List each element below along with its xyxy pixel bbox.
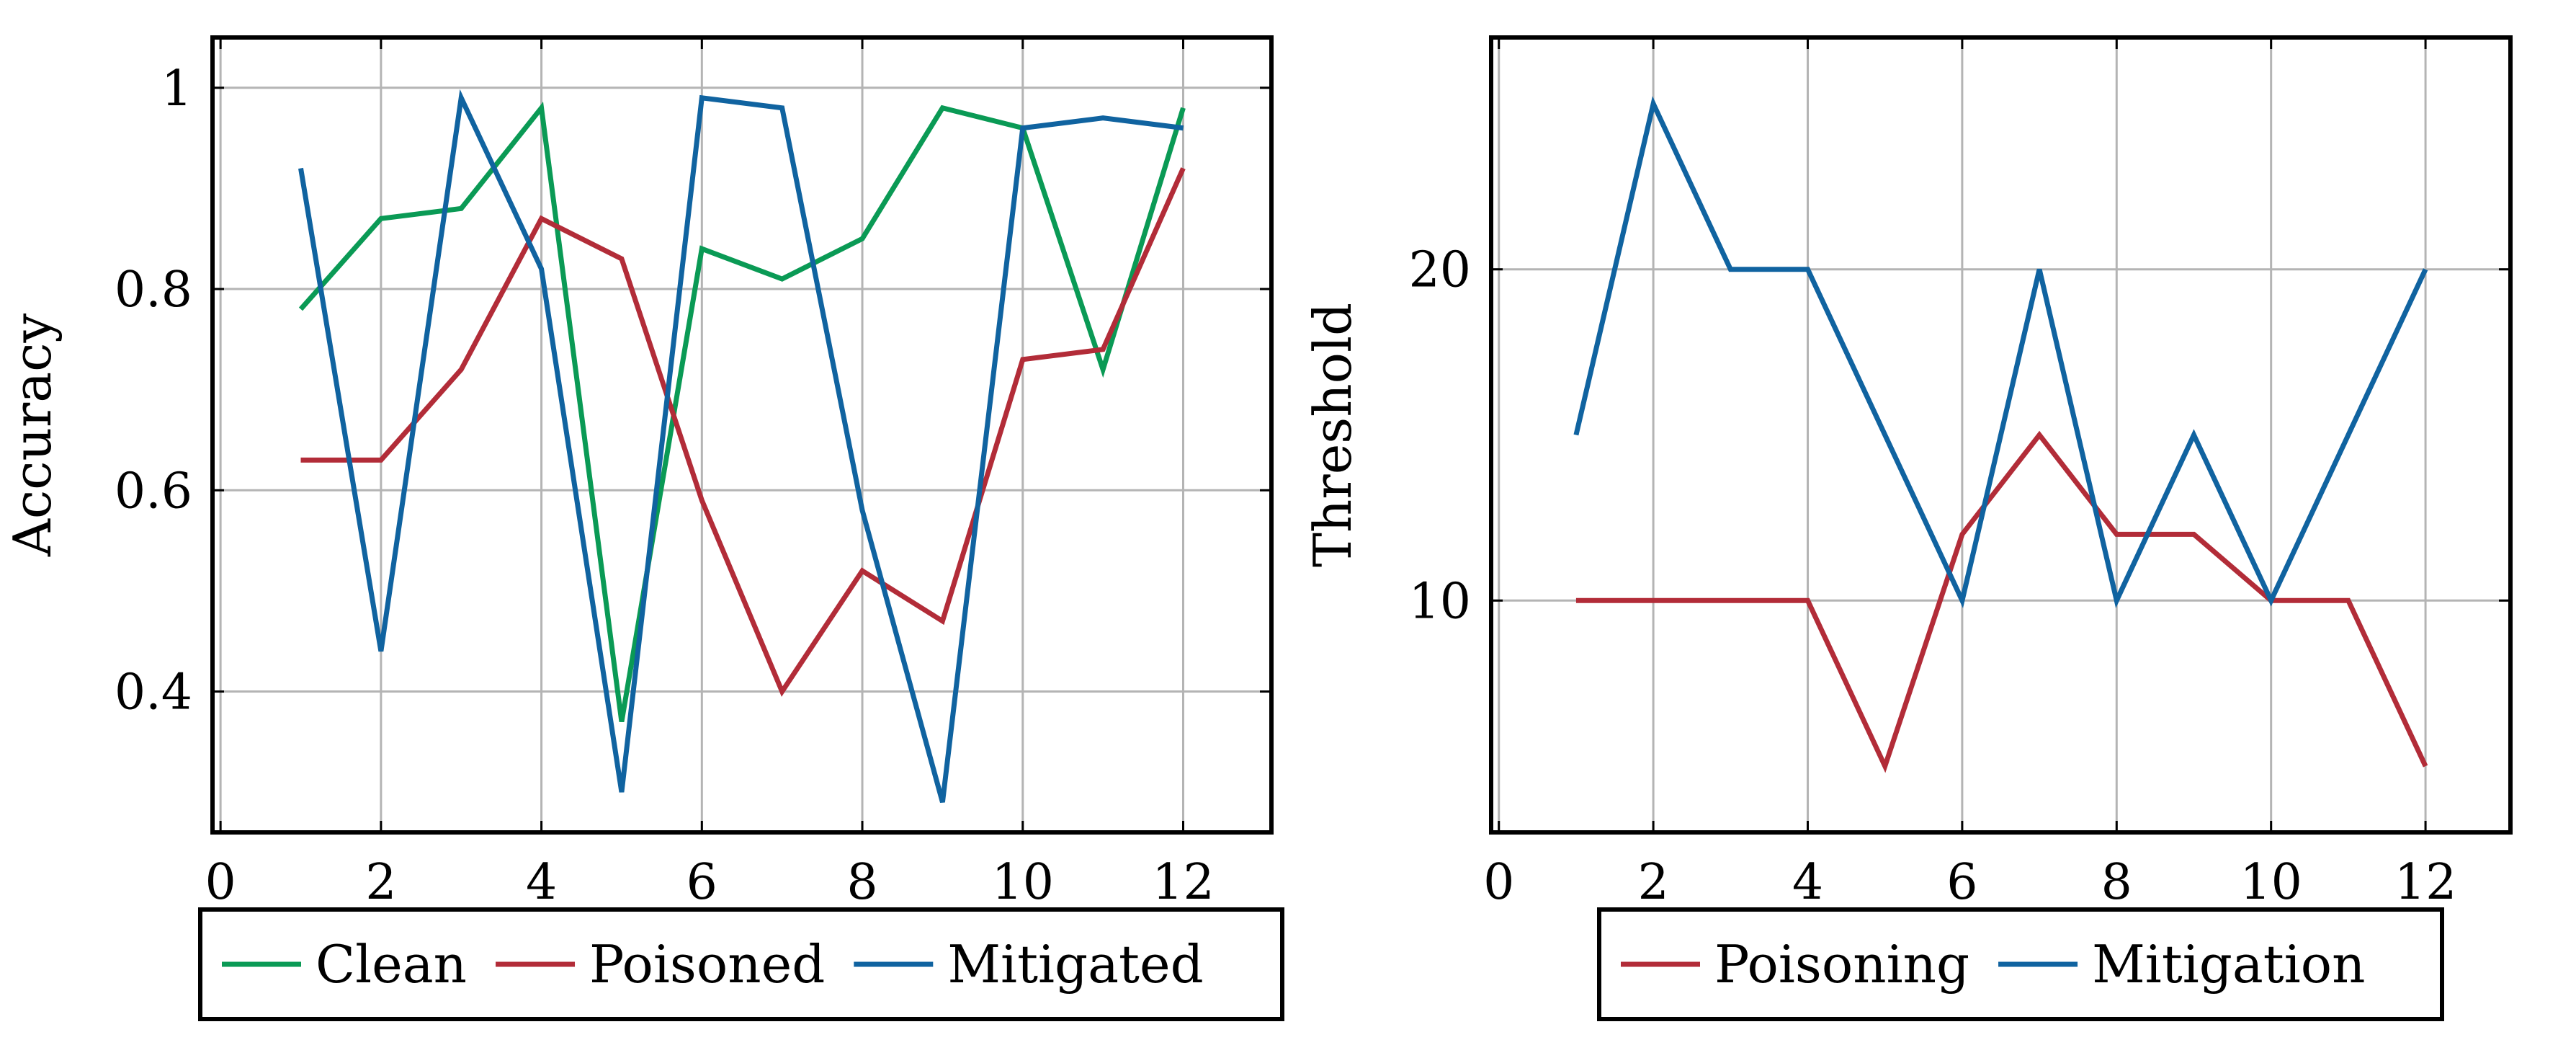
x-tick-label: 8 xyxy=(2101,854,2132,911)
accuracy-chart: 0 2 4 6 8 10 12 0.4 0.6 0.8 1 Accuracy Clean Poisoned… xyxy=(2,35,1284,1021)
x-tick-label: 6 xyxy=(687,854,717,911)
x-tick-label: 0 xyxy=(205,854,236,911)
x-tick-label: 12 xyxy=(1152,854,1215,911)
y-tick-label: 1 xyxy=(161,61,192,117)
y-tick-label: 0.6 xyxy=(115,463,192,520)
y-tick-label: 20 xyxy=(1408,242,1471,299)
y-axis-title: Accuracy xyxy=(2,313,63,557)
x-tick-label: 2 xyxy=(1637,854,1668,911)
y-tick-label: 0.8 xyxy=(115,262,192,319)
x-tick-label: 6 xyxy=(1946,854,1977,911)
series-line-poisoned xyxy=(300,167,1186,697)
legend: Poisoning Mitigation xyxy=(1597,907,2444,1021)
x-tick-label: 12 xyxy=(2394,854,2457,911)
series-line-mitigated xyxy=(298,89,1184,804)
x-tick-label: 0 xyxy=(1483,854,1514,911)
y-axis-title: Threshold xyxy=(1302,303,1363,567)
legend-label-poisoned: Poisoned xyxy=(589,934,825,995)
legend-box xyxy=(198,907,1284,1021)
legend-label-mitigated: Mitigated xyxy=(947,934,1203,995)
x-tick-label: 4 xyxy=(526,854,557,911)
grid xyxy=(213,37,1271,832)
legend: Clean Poisoned Mitigated xyxy=(198,907,1284,1021)
legend-label-mitigation: Mitigation xyxy=(2092,934,2365,995)
series-line-mitigation xyxy=(1573,96,2428,608)
x-tick-label: 2 xyxy=(365,854,396,911)
threshold-chart: 0 2 4 6 8 10 12 10 20 Threshold Poisoning Mitigatio… xyxy=(1302,35,2513,1021)
legend-label-poisoning: Poisoning xyxy=(1714,934,1969,995)
series-line-poisoning xyxy=(1575,430,2428,773)
y-tick-label: 0.4 xyxy=(115,664,192,721)
plot-frame xyxy=(210,35,1274,835)
x-tick-label: 8 xyxy=(846,854,877,911)
plot-frame xyxy=(1489,35,2513,835)
x-tick-label: 10 xyxy=(992,854,1055,911)
y-tick-label: 10 xyxy=(1408,573,1471,630)
x-tick-label: 4 xyxy=(1792,854,1823,911)
legend-label-clean: Clean xyxy=(316,934,467,995)
x-tick-label: 10 xyxy=(2240,854,2302,911)
series-line-clean xyxy=(298,102,1186,723)
